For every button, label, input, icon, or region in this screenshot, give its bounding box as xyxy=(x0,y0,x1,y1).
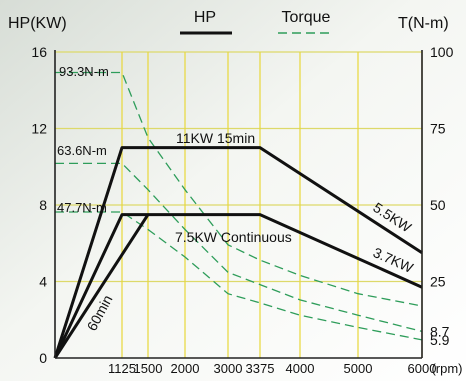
x-tick-label: 3000 xyxy=(214,361,243,376)
x-tick-label: 5000 xyxy=(344,361,373,376)
x-tick-label: 6000 xyxy=(408,361,437,376)
right-axis-title: T(N-m) xyxy=(398,15,449,32)
x-tick-label: 1500 xyxy=(134,361,163,376)
left-tick-label: 8 xyxy=(39,197,47,213)
right-tick-label: 100 xyxy=(430,44,454,60)
torque-lines xyxy=(55,71,423,341)
axes xyxy=(54,50,423,359)
hp-curve xyxy=(53,213,150,359)
legend-hp-label: HP xyxy=(194,9,216,26)
left-tick-label: 16 xyxy=(31,44,47,60)
torque-curve xyxy=(55,162,423,333)
right-tick-label: 25 xyxy=(430,274,446,290)
annotation-torque-93: 93.3N-m xyxy=(59,64,109,79)
annotation-7-5kw: 7.5KW Continuous xyxy=(175,229,292,245)
annotation-torque-63: 63.6N-m xyxy=(57,143,107,158)
hp-curve xyxy=(53,146,423,359)
right-tick-label: 50 xyxy=(430,197,446,213)
x-tick-label: 2000 xyxy=(171,361,200,376)
x-tick-label: 3375 xyxy=(246,361,275,376)
left-tick-label: 12 xyxy=(31,121,47,137)
right-tick-label: 75 xyxy=(430,121,446,137)
left-tick-label: 4 xyxy=(39,274,47,290)
right-tick-label: 8.7 xyxy=(430,323,450,339)
grid xyxy=(55,51,423,358)
x-unit-label: (rpm) xyxy=(431,361,462,376)
x-tick-label: 4000 xyxy=(286,361,315,376)
left-axis-title: HP(KW) xyxy=(8,15,67,32)
x-tick-label: 1125 xyxy=(108,361,136,376)
left-tick-label: 0 xyxy=(39,350,47,366)
torque-curve xyxy=(55,211,423,341)
hp-curve xyxy=(53,213,423,359)
annotation-11kw: 11KW 15min xyxy=(176,130,255,146)
right-tick-label: 5.9 xyxy=(430,332,450,348)
annotation-torque-47: 47.7N-m xyxy=(57,200,107,215)
hp-lines xyxy=(53,146,423,359)
torque-curve xyxy=(55,71,423,307)
legend-torque-label: Torque xyxy=(282,9,331,26)
